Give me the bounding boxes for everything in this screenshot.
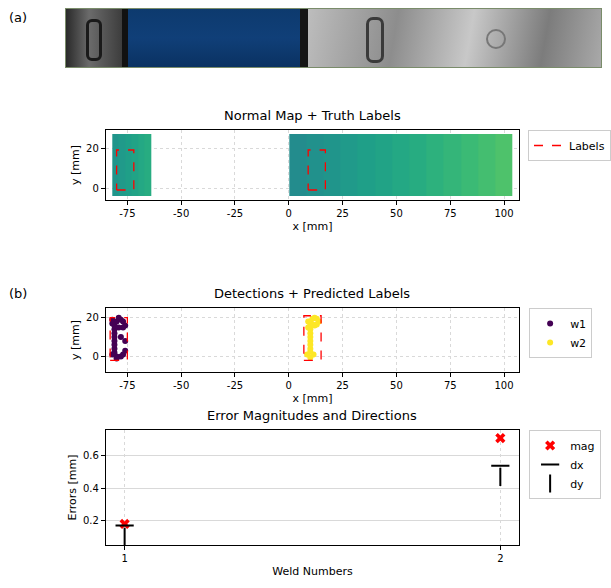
svg-text:-25: -25 (227, 380, 243, 391)
svg-text:20: 20 (86, 143, 99, 154)
svg-text:Errors [mm]: Errors [mm] (66, 454, 79, 520)
svg-text:100: 100 (494, 380, 513, 391)
svg-text:dx: dx (570, 459, 584, 472)
svg-text:Weld Numbers: Weld Numbers (272, 565, 353, 578)
svg-text:-25: -25 (227, 208, 243, 219)
svg-text:1: 1 (121, 553, 127, 564)
svg-text:0.2: 0.2 (83, 515, 99, 526)
svg-text:Detections + Predicted Labels: Detections + Predicted Labels (214, 286, 410, 301)
svg-text:100: 100 (494, 208, 513, 219)
svg-text:0: 0 (92, 351, 98, 362)
svg-text:-75: -75 (119, 208, 135, 219)
svg-text:dy: dy (570, 478, 584, 491)
svg-text:w2: w2 (570, 337, 586, 350)
svg-text:Normal Map + Truth Labels: Normal Map + Truth Labels (224, 108, 401, 123)
svg-text:0: 0 (286, 208, 292, 219)
svg-text:Error Magnitudes and Direction: Error Magnitudes and Directions (207, 408, 417, 423)
svg-text:2: 2 (497, 553, 503, 564)
svg-text:x [mm]: x [mm] (292, 220, 332, 233)
svg-text:-75: -75 (119, 380, 135, 391)
svg-text:-50: -50 (173, 208, 189, 219)
svg-text:25: 25 (336, 380, 349, 391)
svg-text:Labels: Labels (569, 140, 605, 153)
svg-text:(a): (a) (9, 10, 27, 25)
svg-text:w1: w1 (570, 318, 586, 331)
svg-text:y [mm]: y [mm] (69, 320, 82, 360)
svg-text:50: 50 (390, 208, 403, 219)
svg-text:20: 20 (86, 312, 99, 323)
svg-text:0: 0 (286, 380, 292, 391)
svg-text:-50: -50 (173, 380, 189, 391)
svg-text:x [mm]: x [mm] (292, 392, 332, 405)
svg-text:0.6: 0.6 (83, 450, 99, 461)
svg-text:y [mm]: y [mm] (69, 145, 82, 185)
svg-text:mag: mag (570, 440, 594, 453)
svg-text:75: 75 (444, 208, 457, 219)
svg-text:75: 75 (444, 380, 457, 391)
svg-text:0: 0 (92, 183, 98, 194)
svg-text:0.4: 0.4 (83, 483, 99, 494)
svg-text:25: 25 (336, 208, 349, 219)
svg-text:50: 50 (390, 380, 403, 391)
svg-text:(b): (b) (9, 286, 27, 301)
